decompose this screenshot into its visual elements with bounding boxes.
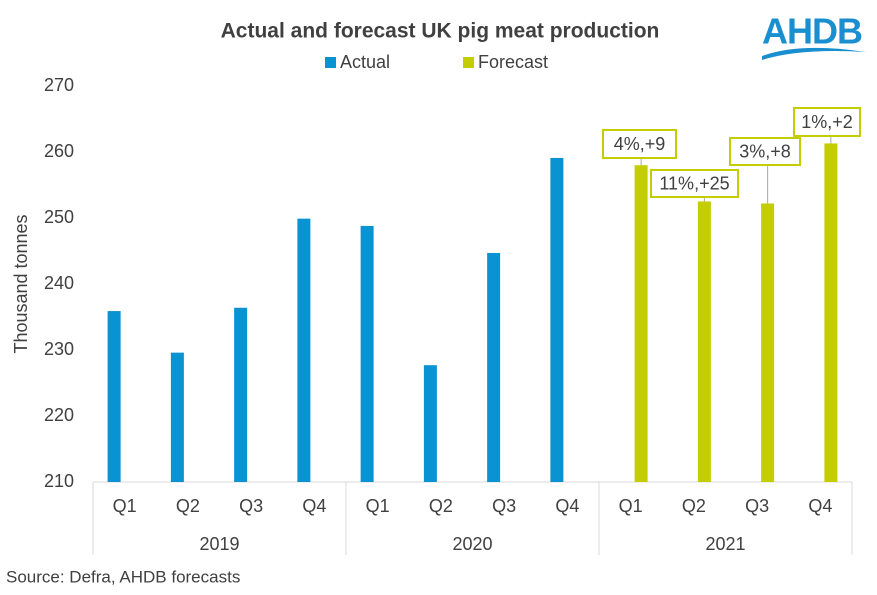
logo-swoosh [762,47,866,60]
bar [360,225,374,483]
annotation: 11%,+25 [659,173,729,193]
annotation-box [602,129,677,159]
bar [234,307,248,482]
x-tick-label: Q4 [808,496,832,516]
logo: AHDB [762,11,866,60]
x-tick-label: Q3 [745,496,769,516]
bar [550,157,564,482]
bar [487,252,501,482]
y-axis-label: Thousand tonnes [11,214,31,353]
bar [423,365,437,482]
y-tick-label: 230 [44,339,74,359]
annotation-box [793,107,861,137]
x-tick-label: Q3 [239,496,263,516]
bar [297,218,311,482]
y-tick-label: 250 [44,207,74,227]
legend-label: Actual [340,52,390,72]
bar [761,203,775,483]
group-label: 2019 [199,534,239,554]
annotation: 1%,+2 [801,112,853,132]
y-tick-label: 270 [44,75,74,95]
bar [170,352,184,482]
x-tick-label: Q3 [492,496,516,516]
logo-text: AHDB [762,11,862,52]
y-tick-label: 210 [44,471,74,491]
legend-swatch [325,57,336,68]
group-label: 2020 [452,534,492,554]
y-tick-label: 260 [44,141,74,161]
annotation-box [729,137,801,166]
bar [824,143,838,483]
legend-swatch [463,57,474,68]
x-tick-label: Q2 [429,496,453,516]
annotation: 3%,+8 [739,141,791,161]
y-tick-label: 240 [44,273,74,293]
annotation: 4%,+9 [614,134,666,154]
x-tick-label: Q4 [302,496,326,516]
legend-label: Forecast [478,52,548,72]
x-tick-label: Q4 [555,496,579,516]
source: Source: Defra, AHDB forecasts [6,567,240,586]
bar [697,201,711,482]
y-tick-label: 220 [44,405,74,425]
annotation-box [650,169,739,198]
x-tick-label: Q2 [176,496,200,516]
x-tick-label: Q1 [366,496,390,516]
bar [634,165,648,482]
x-tick-label: Q2 [682,496,706,516]
bar [107,311,121,482]
chart-title: Actual and forecast UK pig meat producti… [221,20,660,43]
x-tick-label: Q1 [113,496,137,516]
group-label: 2021 [705,534,745,554]
x-tick-label: Q1 [619,496,643,516]
